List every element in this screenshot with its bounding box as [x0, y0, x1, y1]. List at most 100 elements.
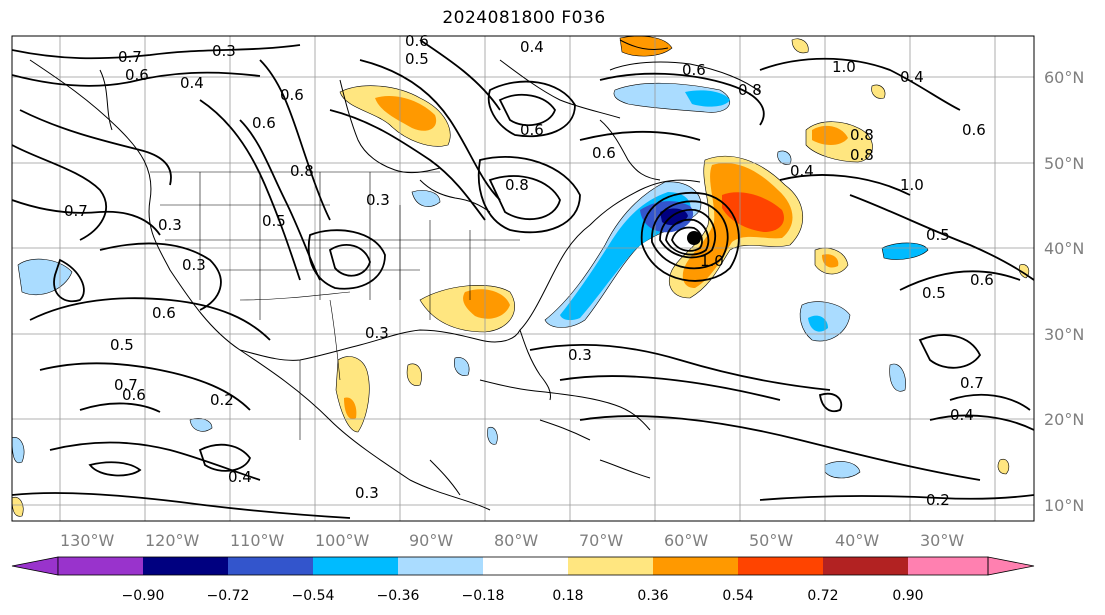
colorbar-tick-label: 0.54 — [722, 588, 753, 604]
contour-label: 0.3 — [355, 484, 379, 502]
contour-label: 0.6 — [152, 304, 176, 322]
contour-label: 0.7 — [114, 376, 138, 394]
shade-pos-gulf-core — [463, 289, 510, 319]
colorbar-bin — [313, 557, 398, 575]
contour-lines — [12, 39, 1034, 519]
contour-label: 0.4 — [790, 162, 814, 180]
hurricane-center-marker — [687, 231, 701, 245]
shade-pos-atl3-core — [822, 254, 839, 268]
contour-label: 0.8 — [850, 146, 874, 164]
contour-label: 0.2 — [926, 491, 950, 509]
shade-pos-ne — [871, 84, 886, 99]
contour-label: 0.6 — [520, 121, 544, 139]
lon-label: 130°W — [60, 531, 115, 550]
shade-neg-left-low — [12, 437, 25, 464]
colorbar-arrow-right — [987, 556, 1035, 576]
contour-label: 0.6 — [592, 144, 616, 162]
contour-label: 0.6 — [970, 271, 994, 289]
contour-label: 0.6 — [682, 61, 706, 79]
contour-label: 1.0 — [832, 58, 856, 76]
shade-neg-bottom — [824, 461, 861, 479]
contour-labels: 0.7 0.6 0.3 0.6 0.4 0.6 0.6 0.5 0.4 0.6 … — [64, 32, 994, 509]
lat-label: 30°N — [1044, 325, 1084, 344]
lon-label: 30°W — [920, 531, 964, 550]
contour-label: 0.5 — [110, 336, 134, 354]
shade-pos-left-bottom — [12, 496, 24, 517]
contour-label: 0.4 — [228, 468, 252, 486]
shade-neg-great-lakes — [411, 190, 441, 207]
colorbar-tick-label: 0.90 — [892, 588, 923, 604]
map-background — [12, 36, 1034, 521]
lat-label: 40°N — [1044, 239, 1084, 258]
contour-label: 0.4 — [900, 68, 924, 86]
contour-label: 0.4 — [180, 74, 204, 92]
colorbar-bin — [143, 557, 228, 575]
contour-label: 0.6 — [405, 32, 429, 50]
contour-label: 0.6 — [962, 121, 986, 139]
colorbar-bin — [58, 557, 143, 575]
colorbar-frame — [57, 556, 989, 576]
contour-label: 0.3 — [182, 256, 206, 274]
shaded-fields — [12, 36, 1030, 517]
contour-label: 0.3 — [568, 346, 592, 364]
lat-label: 60°N — [1044, 68, 1084, 87]
map-border — [11, 35, 1035, 522]
shade-neg-west — [889, 363, 906, 392]
lon-label: 50°W — [749, 531, 793, 550]
shade-neg-carib — [487, 426, 498, 445]
shade-pos-bottom-right — [997, 458, 1010, 475]
contour-label: 0.3 — [365, 324, 389, 342]
shade-neg-labrador-core — [685, 90, 730, 107]
lon-label: 40°W — [835, 531, 879, 550]
colorbar-bin — [908, 557, 988, 575]
latitude-labels: 60°N 50°N 40°N 30°N 20°N 10°N — [1044, 68, 1084, 515]
colorbar-tick-label: −0.72 — [207, 588, 250, 604]
contour-label: 0.4 — [520, 38, 544, 56]
colorbar: −0.90 −0.72 −0.54 −0.36 −0.18 0.18 0.36 … — [11, 556, 1035, 604]
shade-pos-greenland-core — [812, 125, 848, 145]
colorbar-bin — [823, 557, 908, 575]
lat-label: 50°N — [1044, 154, 1084, 173]
colorbar-bin — [483, 557, 568, 575]
contour-label: 0.6 — [280, 86, 304, 104]
contour-label: 0.6 — [122, 386, 146, 404]
shade-neg-pac-s — [189, 418, 213, 432]
contour-label: 0.8 — [505, 176, 529, 194]
lat-label: 20°N — [1044, 410, 1084, 429]
shade-pos-mexico-core — [344, 397, 357, 420]
colorbar-bin — [398, 557, 483, 575]
shade-neg-atl2 — [881, 242, 929, 260]
shade-pos-core — [722, 192, 784, 232]
gridlines — [12, 36, 1034, 521]
map-title: 2024081800 F036 — [442, 8, 606, 28]
longitude-labels: 130°W 120°W 110°W 100°W 90°W 80°W 70°W 6… — [60, 531, 964, 550]
shade-neg-atl1-core — [808, 315, 828, 332]
coastlines — [29, 39, 761, 511]
contour-label: 0.3 — [158, 216, 182, 234]
lon-label: 60°W — [664, 531, 708, 550]
shade-neg-pac1 — [17, 258, 73, 296]
colorbar-bin — [228, 557, 313, 575]
contour-label: 0.5 — [922, 284, 946, 302]
shade-neg-greenland-s — [777, 150, 792, 165]
contour-label: 0.5 — [405, 50, 429, 68]
contour-label: 0.8 — [738, 81, 762, 99]
lon-label: 80°W — [494, 531, 538, 550]
contour-label: 0.6 — [252, 114, 276, 132]
contour-label: 0.7 — [64, 202, 88, 220]
contour-label: 0.8 — [290, 162, 314, 180]
lon-label: 70°W — [579, 531, 623, 550]
colorbar-tick-label: 0.18 — [552, 588, 583, 604]
contour-label: 0.3 — [366, 191, 390, 209]
lon-label: 90°W — [409, 531, 453, 550]
lon-label: 120°W — [145, 531, 200, 550]
colorbar-tick-label: 0.36 — [637, 588, 668, 604]
colorbar-tick-labels: −0.90 −0.72 −0.54 −0.36 −0.18 0.18 0.36 … — [122, 588, 924, 604]
colorbar-bin — [568, 557, 653, 575]
colorbar-tick-label: −0.54 — [292, 588, 335, 604]
shade-pos-gulf3 — [406, 363, 422, 386]
shade-pos-mexico — [335, 356, 370, 433]
contour-label: 0.5 — [262, 212, 286, 230]
contour-label: 0.7 — [118, 48, 142, 66]
